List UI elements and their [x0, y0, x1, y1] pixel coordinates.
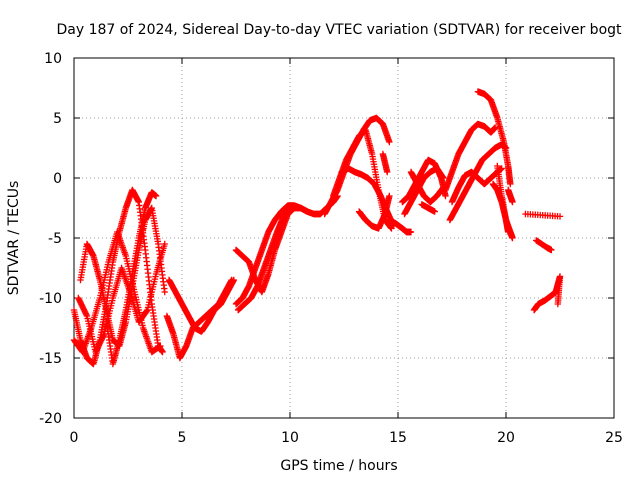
y-tick-label: 10 — [44, 51, 62, 67]
x-tick-label: 5 — [178, 430, 187, 446]
series-arc30 — [522, 210, 564, 220]
data-point — [548, 246, 555, 254]
series-arc23 — [448, 165, 505, 206]
x-tick-label: 15 — [389, 430, 407, 446]
y-tick-label: -5 — [48, 231, 62, 247]
data-point — [159, 348, 166, 356]
data-marks — [70, 88, 564, 368]
series-arc28 — [530, 273, 564, 314]
chart-title: Day 187 of 2024, Sidereal Day-to-day VTE… — [56, 22, 622, 38]
data-point — [442, 192, 449, 200]
data-point — [440, 174, 447, 182]
data-point — [304, 208, 311, 215]
y-tick-label: 5 — [53, 111, 62, 127]
series-arc4 — [75, 240, 168, 356]
data-point — [152, 192, 160, 200]
y-axis-label: SDTVAR / TECUs — [6, 181, 22, 296]
gridlines — [74, 58, 614, 418]
axis-ticks: 0 5 10 15 20 25 -20 -15 -10 -5 0 5 10 — [39, 51, 623, 446]
x-tick-label: 10 — [281, 430, 299, 446]
series-arc19 — [407, 168, 447, 206]
data-point — [157, 342, 164, 350]
series-arc7 — [165, 276, 238, 335]
x-tick-label: 25 — [605, 430, 623, 446]
y-tick-label: -10 — [39, 291, 62, 307]
data-point — [161, 240, 168, 248]
series-arc26 — [489, 180, 512, 236]
data-point — [386, 138, 393, 146]
data-point — [507, 180, 514, 188]
series-arc27 — [504, 186, 516, 206]
y-tick-label: -15 — [39, 351, 62, 367]
data-point — [554, 300, 562, 308]
data-point — [504, 228, 512, 236]
x-tick-label: 0 — [70, 430, 79, 446]
series-arc22 — [446, 141, 510, 224]
series-arc29 — [533, 237, 555, 254]
data-point — [407, 228, 415, 236]
series-arc16 — [379, 150, 391, 176]
data-point — [509, 198, 516, 206]
data-point — [431, 208, 438, 215]
data-point — [492, 124, 499, 131]
y-tick-label: -20 — [39, 411, 62, 427]
x-axis-label: GPS time / hours — [280, 458, 397, 474]
x-tick-label: 20 — [497, 430, 515, 446]
series-arc24 — [474, 88, 514, 188]
data-point — [230, 276, 238, 284]
data-point — [286, 204, 294, 212]
series-arc20 — [418, 201, 438, 215]
data-point — [161, 288, 168, 296]
y-tick-label: 0 — [53, 171, 62, 187]
series-arc10 — [234, 204, 294, 314]
series-arc15 — [386, 216, 415, 236]
data-point — [386, 192, 393, 200]
series-arc14 — [355, 192, 393, 232]
data-point — [556, 213, 564, 220]
data-point — [509, 234, 516, 242]
data-point — [384, 168, 391, 176]
series-arc5 — [103, 189, 160, 368]
series-arc21 — [442, 120, 499, 194]
